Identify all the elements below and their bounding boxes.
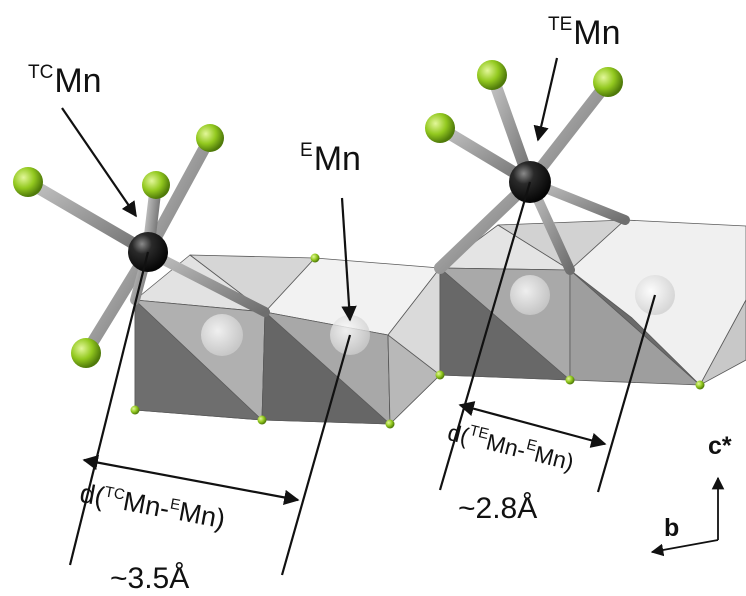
left-octahedra-chain: [134, 254, 441, 425]
ligand-atom: [310, 253, 320, 263]
ligand-atom: [71, 338, 101, 368]
tc-mn-complex: [13, 124, 270, 368]
b-axis-arrow: [650, 539, 719, 557]
te-e-distance-value: ~2.8Å: [458, 492, 538, 525]
bond: [22, 176, 154, 258]
octahedron-face: [387, 334, 441, 425]
bond: [524, 76, 614, 188]
e-mn-pointer-arrow: [340, 197, 357, 322]
ligand-atom: [257, 415, 267, 425]
ligand-atom: [196, 124, 224, 152]
tc-e-distance-arrow: [82, 454, 300, 506]
distance-markers: [68, 181, 657, 576]
ligand-atom: [565, 375, 575, 385]
ligand-atom: [385, 419, 395, 429]
e-mn-label: EMn: [300, 140, 361, 178]
ligand-atom: [477, 60, 507, 90]
octahedron-face: [699, 299, 746, 386]
ligand-atom: [13, 167, 43, 197]
axis-indicator: [650, 476, 725, 557]
octahedron-face: [134, 299, 263, 421]
b-axis-label: b: [664, 514, 680, 542]
tc-mn-label: TCMn: [28, 62, 102, 100]
ligand-atom: [695, 380, 705, 390]
mn-atom: [201, 314, 243, 356]
te-mn-reference-line: [438, 181, 532, 491]
tc-e-distance-value: ~3.5Å: [110, 562, 190, 595]
bond: [142, 132, 216, 258]
ligand-atom: [435, 370, 445, 380]
ligand-atom: [425, 113, 455, 143]
e-mn-reference-line-left: [280, 334, 352, 576]
tc-mn-reference-line: [68, 251, 150, 566]
bond: [143, 247, 270, 317]
right-octahedra-chain: [439, 219, 746, 386]
octahedron-face: [569, 269, 701, 386]
te-mn-label: TEMn: [548, 14, 621, 52]
tc-mn-pointer-arrow: [61, 107, 137, 218]
ligand-atom: [142, 171, 170, 199]
e-mn-reference-line-right: [596, 294, 657, 493]
pointer-arrows: [61, 57, 559, 322]
ligand-atom: [593, 67, 623, 97]
c-star-axis-label: c*: [708, 432, 732, 460]
octahedron-face: [439, 267, 571, 381]
te-mn-pointer-arrow: [533, 57, 559, 142]
ligand-atom: [130, 405, 140, 415]
te-e-distance-arrow: [458, 401, 607, 448]
mn-atom: [510, 275, 550, 315]
